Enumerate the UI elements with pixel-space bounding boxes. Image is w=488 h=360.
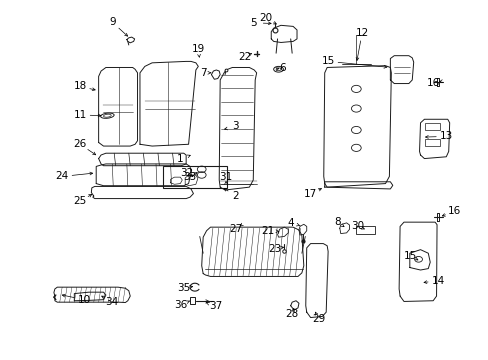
Text: 30: 30 bbox=[350, 221, 363, 231]
Text: 33: 33 bbox=[183, 172, 196, 182]
Bar bbox=[356, 226, 374, 234]
Text: 14: 14 bbox=[430, 276, 444, 286]
Text: 16: 16 bbox=[426, 78, 439, 88]
Bar bbox=[425, 123, 439, 130]
Text: 11: 11 bbox=[73, 110, 86, 120]
Text: 20: 20 bbox=[258, 13, 271, 23]
Text: 6: 6 bbox=[279, 63, 285, 73]
Text: 24: 24 bbox=[56, 171, 69, 181]
Text: 37: 37 bbox=[208, 301, 222, 311]
Text: 21: 21 bbox=[261, 226, 274, 236]
Text: 36: 36 bbox=[173, 300, 186, 310]
Text: 15: 15 bbox=[404, 251, 417, 261]
Text: 23: 23 bbox=[267, 244, 281, 253]
Text: 27: 27 bbox=[229, 224, 242, 234]
Text: 35: 35 bbox=[177, 283, 190, 293]
Text: 28: 28 bbox=[285, 309, 298, 319]
Text: 8: 8 bbox=[334, 217, 341, 227]
Text: 3: 3 bbox=[232, 121, 239, 131]
Text: 15: 15 bbox=[321, 57, 334, 66]
Bar bbox=[190, 297, 195, 304]
Text: 17: 17 bbox=[303, 189, 316, 199]
Text: 2: 2 bbox=[232, 191, 239, 201]
Text: 16: 16 bbox=[447, 206, 460, 216]
Text: 18: 18 bbox=[73, 81, 86, 91]
Text: 7: 7 bbox=[200, 68, 206, 78]
Text: 19: 19 bbox=[191, 44, 204, 54]
Text: 25: 25 bbox=[73, 197, 86, 206]
Text: 1: 1 bbox=[177, 154, 183, 164]
Text: 34: 34 bbox=[105, 297, 119, 307]
Text: 10: 10 bbox=[77, 295, 90, 305]
Text: 22: 22 bbox=[237, 52, 251, 62]
Text: 31: 31 bbox=[219, 172, 232, 182]
Text: 5: 5 bbox=[249, 18, 256, 28]
Bar bbox=[163, 166, 227, 188]
Text: 32: 32 bbox=[180, 168, 193, 178]
Text: 29: 29 bbox=[311, 314, 325, 324]
Bar bbox=[425, 139, 439, 146]
Text: 26: 26 bbox=[73, 139, 86, 149]
Text: 9: 9 bbox=[109, 17, 115, 27]
Text: 4: 4 bbox=[287, 218, 293, 228]
Text: 12: 12 bbox=[355, 28, 368, 38]
Text: 13: 13 bbox=[439, 131, 452, 141]
